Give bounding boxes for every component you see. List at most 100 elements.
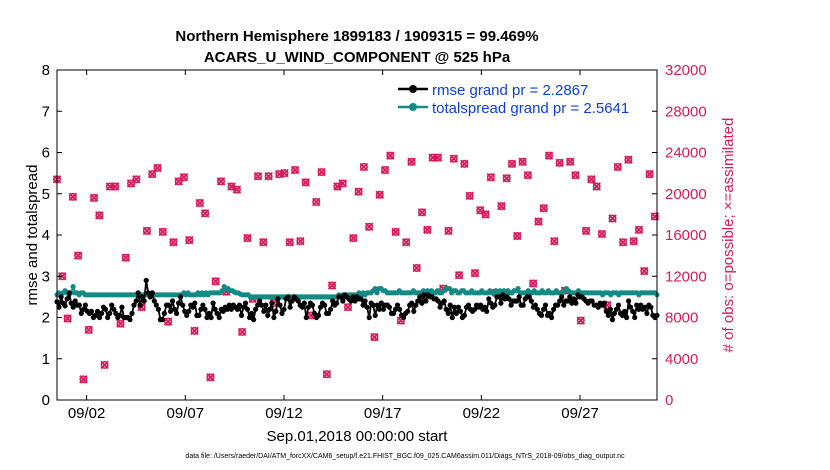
rmse-data-point bbox=[478, 302, 484, 308]
x-tick-label: 09/17 bbox=[364, 405, 402, 422]
rmse-data-point bbox=[80, 306, 86, 312]
obs-possible-marker bbox=[121, 253, 130, 262]
rmse-data-point bbox=[619, 312, 626, 318]
left-y-tick-label: 2 bbox=[42, 310, 50, 327]
rmse-data-point bbox=[269, 300, 275, 306]
obs-assimilated-marker bbox=[592, 182, 601, 191]
obs-assimilated-marker bbox=[68, 192, 78, 202]
obs-assimilated-marker bbox=[280, 168, 289, 178]
chart-title-line1: Northern Hemisphere 1899183 / 1909315 = … bbox=[175, 28, 538, 45]
rmse-data-point bbox=[143, 277, 149, 283]
right-y-tick-label: 4000 bbox=[665, 351, 698, 368]
rmse-data-point bbox=[370, 302, 376, 308]
obs-assimilated-marker bbox=[200, 209, 210, 218]
obs-possible-marker bbox=[465, 191, 474, 200]
obs-assimilated-marker bbox=[486, 173, 496, 182]
rmse-data-point bbox=[461, 312, 467, 318]
obs-assimilated-marker bbox=[290, 165, 300, 175]
rmse-data-point bbox=[603, 308, 609, 314]
rmse-data-point bbox=[435, 298, 441, 304]
rmse-data-point bbox=[184, 312, 190, 318]
obs-possible-marker bbox=[481, 210, 490, 219]
rmse-data-point bbox=[551, 306, 557, 312]
obs-assimilated-marker bbox=[454, 270, 464, 280]
obs-possible-marker bbox=[613, 162, 622, 171]
obs-assimilated-marker bbox=[624, 155, 633, 164]
rmse-data-point bbox=[472, 306, 478, 312]
rmse-data-point bbox=[496, 294, 502, 300]
right-y-tick-label: 8000 bbox=[665, 310, 698, 327]
rmse-data-point bbox=[224, 306, 230, 312]
left-y-axis-label: rmse and totalspread bbox=[24, 165, 41, 306]
obs-assimilated-marker bbox=[58, 272, 67, 281]
rmse-data-point bbox=[411, 308, 417, 314]
rmse-data-point bbox=[263, 302, 269, 308]
obs-possible-marker bbox=[63, 314, 72, 323]
rmse-data-point bbox=[303, 314, 309, 321]
right-y-tick-label: 20000 bbox=[665, 186, 707, 203]
rmse-data-point bbox=[634, 302, 640, 308]
obs-possible-marker bbox=[142, 226, 151, 235]
rmse-data-point bbox=[255, 302, 261, 308]
x-tick-label: 09/27 bbox=[561, 405, 599, 422]
rmse-data-point bbox=[348, 298, 354, 304]
obs-assimilated-marker bbox=[322, 369, 332, 379]
left-y-tick-label: 4 bbox=[42, 227, 50, 244]
x-tick-label: 09/12 bbox=[265, 405, 303, 422]
obs-assimilated-marker bbox=[470, 268, 480, 278]
left-y-axis-ticks: 0 1 2 3 4 5 6 7 8 bbox=[42, 62, 62, 409]
rmse-data-point bbox=[228, 306, 234, 312]
rmse-data-point bbox=[636, 306, 642, 312]
obs-assimilated-marker bbox=[597, 229, 607, 239]
obs-assimilated-marker bbox=[259, 237, 268, 247]
rmse-data-point bbox=[624, 314, 630, 321]
obs-assimilated-marker bbox=[523, 170, 533, 180]
obs-possible-marker bbox=[370, 333, 379, 342]
rmse-data-point bbox=[165, 302, 172, 308]
x-axis-label: Sep.01,2018 00:00:00 start bbox=[267, 428, 449, 445]
rmse-data-point bbox=[135, 290, 141, 296]
obs-possible-marker bbox=[132, 175, 141, 184]
rmse-data-point bbox=[145, 290, 151, 296]
obs-assimilated-marker bbox=[571, 170, 580, 180]
obs-possible-marker bbox=[391, 227, 400, 236]
rmse-data-point bbox=[107, 310, 113, 316]
rmse-data-point bbox=[317, 304, 324, 310]
obs-assimilated-marker bbox=[190, 326, 199, 336]
x-axis-ticks: 09/02 09/07 09/12 09/17 09/22 09/27 bbox=[68, 70, 599, 422]
rmse-data-point bbox=[642, 304, 648, 310]
rmse-data-point bbox=[167, 308, 174, 314]
obs-assimilated-marker bbox=[528, 279, 538, 288]
rmse-data-point bbox=[516, 294, 522, 300]
rmse-data-point bbox=[141, 298, 147, 304]
rmse-data-point bbox=[508, 302, 514, 308]
rmse-data-point bbox=[534, 306, 541, 312]
obs-assimilated-marker bbox=[407, 157, 416, 167]
rmse-data-point bbox=[417, 294, 423, 300]
rmse-data-point bbox=[299, 304, 305, 310]
obs-possible-marker bbox=[254, 172, 263, 181]
rmse-data-point bbox=[88, 308, 95, 314]
rmse-data-point bbox=[626, 298, 632, 304]
rmse-data-point bbox=[247, 314, 253, 321]
rmse-data-point bbox=[540, 306, 547, 312]
rmse-data-point bbox=[328, 306, 334, 312]
obs-possible-marker bbox=[317, 168, 326, 177]
rmse-data-point bbox=[151, 298, 157, 304]
obs-possible-marker bbox=[502, 174, 511, 183]
rmse-data-point bbox=[267, 306, 273, 312]
rmse-data-point bbox=[632, 314, 638, 321]
rmse-data-point bbox=[113, 310, 119, 316]
rmse-data-point bbox=[498, 300, 504, 306]
rmse-data-point bbox=[555, 302, 561, 308]
left-y-tick-label: 3 bbox=[42, 268, 50, 285]
rmse-data-point bbox=[82, 302, 88, 308]
obs-assimilated-marker bbox=[163, 317, 173, 326]
obs-assimilated-marker bbox=[338, 179, 347, 188]
rmse-data-point bbox=[240, 304, 247, 310]
obs-possible-marker bbox=[259, 238, 268, 247]
obs-possible-marker bbox=[301, 178, 310, 187]
rmse-data-point bbox=[178, 294, 184, 300]
obs-assimilated-marker bbox=[460, 159, 469, 169]
